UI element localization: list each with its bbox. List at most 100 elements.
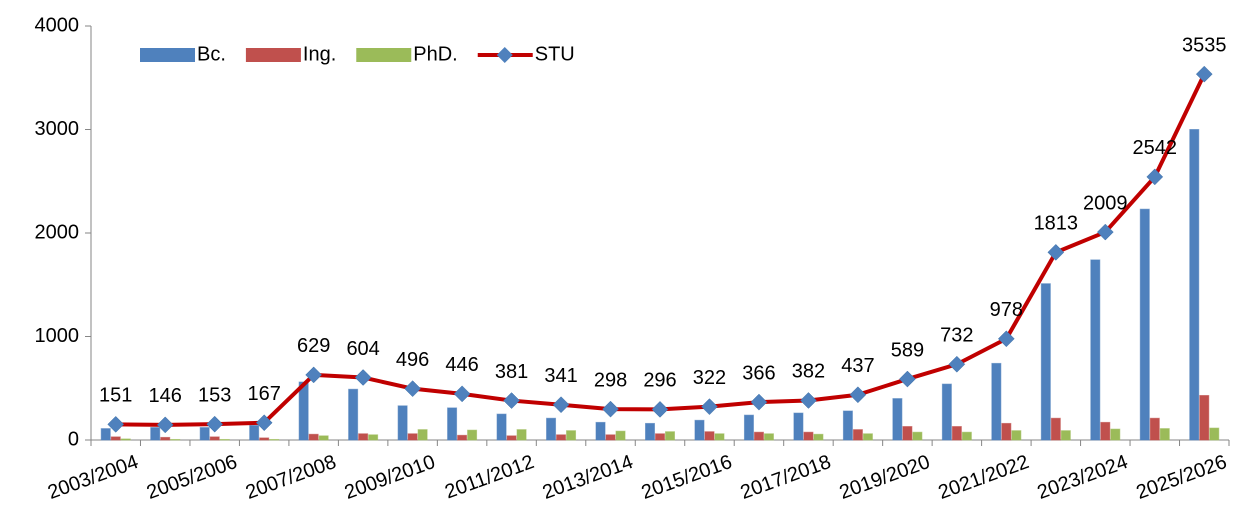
data-label: 151 bbox=[99, 385, 132, 407]
bar bbox=[862, 433, 873, 441]
bar bbox=[961, 431, 972, 441]
bar bbox=[496, 413, 507, 441]
y-tick-label: 4000 bbox=[35, 14, 80, 36]
bar bbox=[368, 434, 379, 441]
bar bbox=[1060, 430, 1071, 441]
bar bbox=[566, 430, 577, 441]
bar bbox=[199, 427, 210, 441]
x-tick-label: 2009/2010 bbox=[342, 451, 438, 504]
bar bbox=[447, 407, 458, 441]
marker bbox=[750, 393, 768, 411]
y-tick-label: 1000 bbox=[35, 325, 80, 347]
legend-item: Bc. bbox=[140, 43, 226, 65]
legend-marker bbox=[496, 47, 513, 63]
bar bbox=[259, 437, 270, 441]
bar bbox=[318, 435, 329, 441]
y-tick-label: 0 bbox=[68, 428, 79, 450]
bar bbox=[1110, 428, 1121, 441]
marker bbox=[354, 369, 372, 386]
bar bbox=[1100, 421, 1111, 441]
data-label: 1813 bbox=[1034, 213, 1079, 235]
bar bbox=[170, 438, 181, 441]
data-label: 629 bbox=[297, 335, 330, 357]
marker bbox=[552, 396, 570, 414]
bar bbox=[892, 398, 903, 441]
data-label: 2542 bbox=[1133, 137, 1178, 159]
bar bbox=[595, 421, 606, 441]
bar bbox=[417, 429, 428, 441]
bar bbox=[1139, 208, 1150, 441]
y-tick-label: 2000 bbox=[35, 221, 80, 243]
bar bbox=[912, 431, 923, 441]
bar bbox=[941, 383, 952, 441]
data-label: 146 bbox=[149, 385, 182, 407]
marker bbox=[948, 355, 966, 373]
x-tick-label: 2003/2004 bbox=[45, 451, 141, 504]
marker bbox=[305, 366, 323, 384]
bar bbox=[694, 419, 705, 441]
bar bbox=[348, 388, 359, 441]
bar bbox=[813, 433, 824, 441]
bar bbox=[397, 405, 408, 441]
x-tick-label: 2023/2024 bbox=[1034, 451, 1130, 504]
marker bbox=[701, 398, 718, 416]
marker bbox=[849, 386, 867, 404]
bar bbox=[991, 362, 1002, 441]
data-label: 2009 bbox=[1083, 192, 1128, 214]
data-label: 298 bbox=[594, 369, 627, 391]
x-tick-label: 2015/2016 bbox=[639, 451, 735, 504]
marker bbox=[503, 392, 520, 409]
bar bbox=[298, 381, 309, 441]
bar bbox=[743, 414, 754, 441]
bar bbox=[467, 429, 478, 441]
marker bbox=[1096, 223, 1114, 241]
marker bbox=[255, 414, 273, 432]
bar bbox=[546, 417, 557, 441]
legend-item: PhD. bbox=[356, 43, 458, 65]
x-tick-label: 2021/2022 bbox=[935, 451, 1031, 504]
legend-label: Bc. bbox=[197, 43, 226, 65]
x-tick-label: 2017/2018 bbox=[738, 451, 834, 504]
legend-label: Ing. bbox=[303, 43, 336, 65]
marker bbox=[156, 416, 174, 434]
bar bbox=[358, 433, 369, 441]
bar bbox=[1209, 427, 1220, 441]
legend-swatch bbox=[356, 48, 412, 62]
x-tick-label: 2005/2006 bbox=[144, 451, 240, 504]
bar bbox=[1040, 283, 1051, 441]
marker bbox=[206, 415, 224, 433]
bar bbox=[842, 410, 853, 441]
data-label: 322 bbox=[693, 367, 726, 389]
data-label: 296 bbox=[643, 370, 676, 392]
bar bbox=[1050, 417, 1061, 441]
data-label: 366 bbox=[742, 362, 775, 384]
marker bbox=[651, 401, 669, 418]
data-label: 446 bbox=[445, 354, 478, 376]
data-label: 167 bbox=[247, 383, 280, 405]
bar bbox=[209, 436, 220, 441]
bar bbox=[803, 431, 814, 441]
marker bbox=[1195, 65, 1213, 83]
bar bbox=[506, 435, 517, 441]
bar bbox=[1199, 394, 1210, 441]
data-label: 604 bbox=[346, 338, 379, 360]
x-tick-label: 2025/2026 bbox=[1133, 451, 1229, 504]
bar bbox=[793, 412, 804, 441]
marker bbox=[1146, 168, 1164, 186]
legend-label: PhD. bbox=[413, 43, 457, 65]
bar bbox=[219, 438, 230, 441]
bar bbox=[1149, 417, 1160, 441]
data-label: 341 bbox=[544, 365, 577, 387]
bar bbox=[665, 431, 675, 441]
x-tick-label: 2019/2020 bbox=[837, 451, 933, 504]
bar bbox=[951, 426, 962, 441]
y-tick-label: 3000 bbox=[35, 118, 80, 140]
bar bbox=[407, 433, 418, 441]
data-label: 3535 bbox=[1182, 34, 1227, 56]
data-label: 589 bbox=[891, 339, 924, 361]
bar bbox=[1090, 259, 1101, 441]
data-label: 732 bbox=[940, 325, 973, 347]
bar bbox=[1159, 428, 1170, 441]
marker bbox=[1047, 244, 1065, 261]
bar bbox=[852, 429, 863, 441]
